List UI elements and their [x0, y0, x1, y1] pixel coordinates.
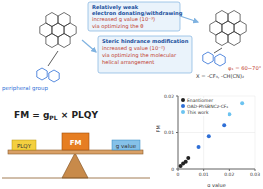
svg-text:Relatively weak: Relatively weak	[92, 3, 139, 10]
svg-text:g value: g value	[207, 182, 225, 187]
svg-text:FM: FM	[156, 125, 161, 132]
svg-text:increased g value (10⁻²): increased g value (10⁻²)	[102, 45, 165, 51]
html-text:Enantiomer: Enantiomer	[187, 98, 214, 103]
svg-text:X = -CF₃, -CH(CN)₂: X = -CF₃, -CH(CN)₂	[196, 73, 244, 79]
svg-text:0.01: 0.01	[199, 172, 209, 177]
svg-text:increased g value (10⁻³): increased g value (10⁻³)	[92, 16, 155, 22]
svg-text:0: 0	[177, 172, 180, 177]
svg-text:peripheral group: peripheral group	[8, 85, 48, 92]
svg-text:via optimizing the θ: via optimizing the θ	[92, 23, 144, 30]
svg-text:0.02: 0.02	[224, 172, 234, 177]
html-text:OAD-PhSBNCz-CF₃: OAD-PhSBNCz-CF₃	[187, 104, 229, 109]
svg-text:0: 0	[171, 167, 174, 172]
svg-text:0.03: 0.03	[250, 172, 255, 177]
svg-text:0.02: 0.02	[164, 94, 174, 99]
svg-text:FM = gPL × PLQY: FM = gPL × PLQY	[14, 110, 98, 121]
svg-text:via optimizing the molecular: via optimizing the molecular	[102, 51, 177, 58]
svg-text:g value: g value	[116, 143, 137, 150]
svg-text:PLQY: PLQY	[17, 143, 32, 149]
svg-text:helical arrangement: helical arrangement	[102, 59, 154, 66]
svg-text:FM: FM	[70, 139, 82, 147]
html-text:This work: This work	[187, 110, 209, 115]
svg-text:0.01: 0.01	[164, 130, 174, 135]
svg-text:φ₁ = 60~70°: φ₁ = 60~70°	[228, 65, 255, 72]
svg-text:electron donating/withdrawing: electron donating/withdrawing	[92, 10, 183, 17]
svg-text:Steric hindrance modification: Steric hindrance modification	[102, 38, 189, 44]
